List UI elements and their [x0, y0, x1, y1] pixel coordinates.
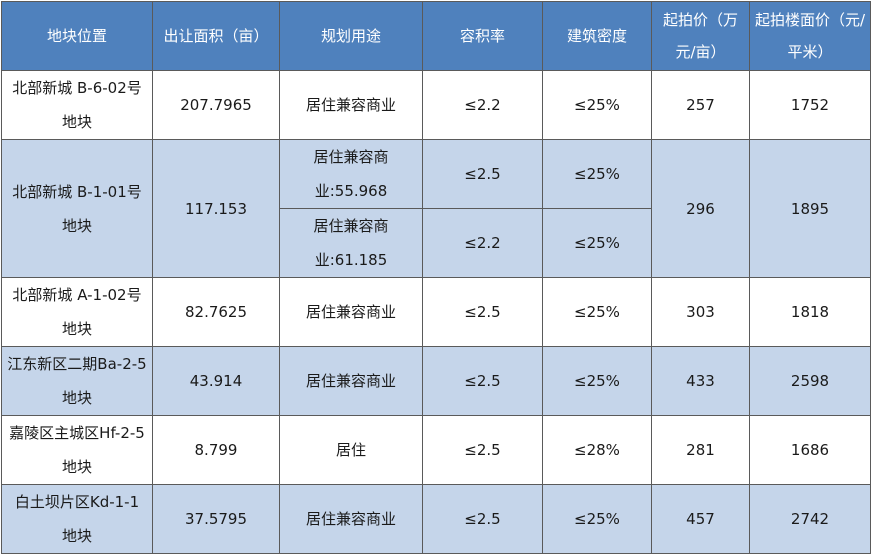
cell-floor-price: 2598 [749, 346, 871, 416]
cell-density: ≤28% [542, 415, 652, 485]
cell-density: ≤25% [542, 277, 652, 347]
cell-location: 北部新城 B-6-02号地块 [1, 70, 153, 140]
cell-floor-price: 1686 [749, 415, 871, 485]
cell-density: ≤25% [542, 70, 652, 140]
header-start-price: 起拍价（万元/亩） [651, 1, 750, 71]
header-floor-price: 起拍楼面价（元/平米） [749, 1, 871, 71]
cell-density: ≤25% [542, 484, 652, 554]
table-row: 江东新区二期Ba-2-5 地块 43.914 居住兼容商业 ≤2.5 ≤25% … [1, 346, 871, 416]
cell-far: ≤2.5 [422, 139, 543, 209]
cell-far: ≤2.5 [422, 415, 543, 485]
cell-area: 37.5795 [152, 484, 280, 554]
cell-price: 433 [651, 346, 750, 416]
cell-use: 居住兼容商业 [279, 277, 423, 347]
cell-density: ≤25% [542, 208, 652, 278]
cell-location: 北部新城 B-1-01号地块 [1, 139, 153, 278]
table-row: 北部新城 A-1-02号地块 82.7625 居住兼容商业 ≤2.5 ≤25% … [1, 277, 871, 347]
cell-location: 北部新城 A-1-02号地块 [1, 277, 153, 347]
cell-area: 43.914 [152, 346, 280, 416]
header-area: 出让面积（亩） [152, 1, 280, 71]
cell-far: ≤2.5 [422, 484, 543, 554]
cell-price: 296 [651, 139, 750, 278]
cell-far: ≤2.5 [422, 277, 543, 347]
cell-location: 白土坝片区Kd-1-1 地块 [1, 484, 153, 554]
cell-far: ≤2.2 [422, 70, 543, 140]
cell-location: 嘉陵区主城区Hf-2-5 地块 [1, 415, 153, 485]
cell-use: 居住兼容商业:55.968 [279, 139, 423, 209]
cell-far: ≤2.5 [422, 346, 543, 416]
cell-use: 居住兼容商业 [279, 346, 423, 416]
cell-area: 117.153 [152, 139, 280, 278]
cell-area: 82.7625 [152, 277, 280, 347]
cell-density: ≤25% [542, 139, 652, 209]
table-row: 白土坝片区Kd-1-1 地块 37.5795 居住兼容商业 ≤2.5 ≤25% … [1, 484, 871, 554]
cell-use: 居住兼容商业 [279, 70, 423, 140]
cell-price: 457 [651, 484, 750, 554]
header-density: 建筑密度 [542, 1, 652, 71]
cell-floor-price: 2742 [749, 484, 871, 554]
cell-location: 江东新区二期Ba-2-5 地块 [1, 346, 153, 416]
cell-price: 303 [651, 277, 750, 347]
table-row: 嘉陵区主城区Hf-2-5 地块 8.799 居住 ≤2.5 ≤28% 281 1… [1, 415, 871, 485]
header-far: 容积率 [422, 1, 543, 71]
table-header-row: 地块位置 出让面积（亩） 规划用途 容积率 建筑密度 起拍价（万元/亩） 起拍楼… [1, 1, 871, 71]
cell-floor-price: 1752 [749, 70, 871, 140]
cell-floor-price: 1895 [749, 139, 871, 278]
cell-price: 257 [651, 70, 750, 140]
cell-density: ≤25% [542, 346, 652, 416]
table-row: 居住兼容商业:61.185 ≤2.2 ≤25% [2, 208, 871, 278]
cell-far: ≤2.2 [422, 208, 543, 278]
header-location: 地块位置 [1, 1, 153, 71]
header-use: 规划用途 [279, 1, 423, 71]
cell-use: 居住兼容商业:61.185 [279, 208, 423, 278]
table-row: 北部新城 B-6-02号地块 207.7965 居住兼容商业 ≤2.2 ≤25%… [1, 70, 871, 140]
cell-area: 207.7965 [152, 70, 280, 140]
table-row: 北部新城 B-1-01号地块 117.153 居住兼容商业:55.968 ≤2.… [1, 139, 871, 278]
cell-price: 281 [651, 415, 750, 485]
cell-use: 居住 [279, 415, 423, 485]
cell-area: 8.799 [152, 415, 280, 485]
cell-use: 居住兼容商业 [279, 484, 423, 554]
cell-floor-price: 1818 [749, 277, 871, 347]
